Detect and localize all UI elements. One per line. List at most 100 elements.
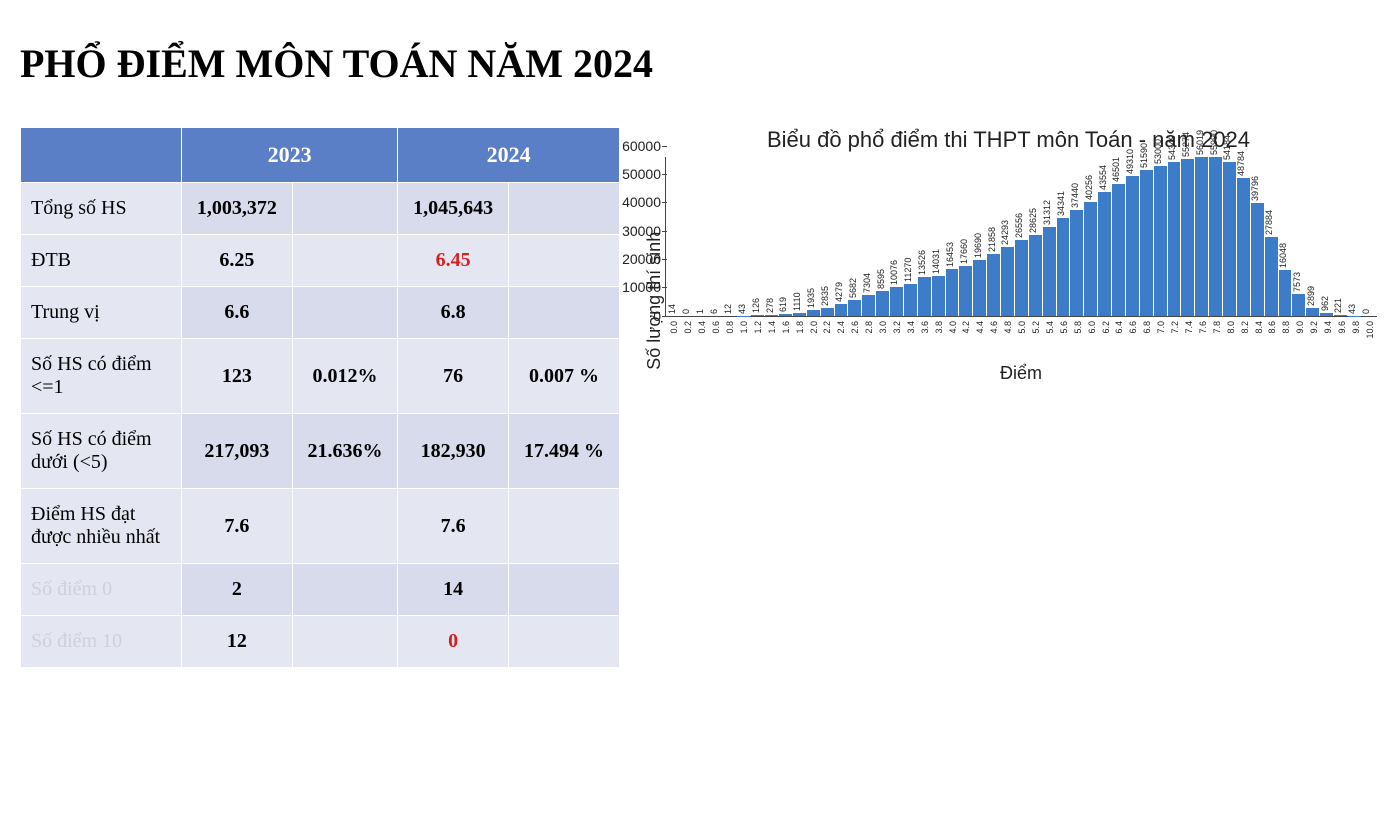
bar-rect [918, 277, 931, 315]
chart-bar: 17660 [959, 266, 972, 316]
chart-y-tick: 20000 [611, 251, 661, 267]
chart-x-tick: 4.2 [959, 317, 972, 357]
bar-value-label: 126 [751, 298, 761, 313]
bar-value-label: 56019 [1195, 130, 1205, 155]
row-label: Tổng số HS [21, 183, 182, 235]
bar-value-label: 27884 [1264, 210, 1274, 235]
chart-x-ticks: 0.00.20.40.60.81.01.21.41.61.82.02.22.42… [665, 317, 1377, 357]
table-row: Số điểm 10120 [21, 616, 620, 668]
bar-value-label: 12 [723, 304, 733, 314]
bar-value-label: 16048 [1278, 243, 1288, 268]
chart-bar: 16453 [946, 269, 959, 316]
chart-bar: 7304 [862, 295, 875, 316]
chart-bar: 48784 [1237, 178, 1250, 316]
bar-rect [1015, 240, 1028, 315]
bar-rect [1181, 159, 1194, 316]
bar-value-label: 24293 [1000, 220, 1010, 245]
bar-rect [1320, 313, 1333, 316]
bar-rect [1029, 235, 1042, 316]
chart-bar: 962 [1320, 313, 1333, 316]
bar-value-label: 54184 [1222, 135, 1232, 160]
cell [509, 287, 620, 339]
bar-rect [1098, 192, 1111, 315]
chart-bar: 31312 [1043, 227, 1056, 316]
chart-bar: 4279 [835, 304, 848, 316]
bar-value-label: 10076 [889, 260, 899, 285]
bar-rect [765, 315, 778, 316]
cell: 6.8 [398, 287, 509, 339]
bar-rect [1237, 178, 1250, 316]
table-row: Điểm HS đạt được nhiều nhất7.67.6 [21, 489, 620, 564]
bar-value-label: 43554 [1098, 165, 1108, 190]
chart-x-tick: 3.8 [931, 317, 944, 357]
bar-value-label: 40256 [1084, 175, 1094, 200]
chart-x-tick: 9.8 [1348, 317, 1361, 357]
chart-x-tick: 1.6 [778, 317, 791, 357]
cell [292, 489, 397, 564]
chart-x-tick: 4.6 [987, 317, 1000, 357]
cell [509, 564, 620, 616]
bar-rect [1043, 227, 1056, 316]
bar-rect [1251, 203, 1264, 316]
bar-value-label: 51590 [1139, 143, 1149, 168]
chart-x-tick: 1.0 [737, 317, 750, 357]
bar-value-label: 37440 [1070, 183, 1080, 208]
bar-value-label: 0 [681, 309, 691, 314]
bar-rect [1070, 210, 1083, 316]
bar-value-label: 21858 [987, 227, 997, 252]
cell: 123 [182, 339, 293, 414]
chart-x-tick: 6.8 [1140, 317, 1153, 357]
chart-x-tick: 0.6 [709, 317, 722, 357]
bar-value-label: 14 [667, 304, 677, 314]
cell: 217,093 [182, 414, 293, 489]
bar-rect [973, 260, 986, 316]
chart-x-tick: 5.4 [1042, 317, 1055, 357]
bar-value-label: 7304 [862, 273, 872, 293]
content-layout: 2023 2024 Tổng số HS1,003,3721,045,643ĐT… [20, 127, 1377, 668]
chart-x-tick: 8.0 [1223, 317, 1236, 357]
chart-x-tick: 1.4 [764, 317, 777, 357]
cell: 2 [182, 564, 293, 616]
bar-value-label: 31312 [1042, 200, 1052, 225]
chart-bar: 55274 [1181, 159, 1194, 316]
cell [292, 183, 397, 235]
chart-x-tick: 2.2 [820, 317, 833, 357]
chart-x-tick: 2.6 [848, 317, 861, 357]
chart-x-tick: 6.0 [1084, 317, 1097, 357]
chart-x-tick: 6.4 [1112, 317, 1125, 357]
chart-bar: 278 [765, 315, 778, 316]
chart-x-tick: 9.0 [1293, 317, 1306, 357]
bar-value-label: 221 [1333, 298, 1343, 313]
chart-x-tick: 5.2 [1029, 317, 1042, 357]
table-row: Trung vị6.66.8 [21, 287, 620, 339]
cell: 7.6 [182, 489, 293, 564]
chart-y-tick: 30000 [611, 223, 661, 239]
chart-bar: 53000 [1154, 166, 1167, 316]
table-corner [21, 128, 182, 183]
col-header-2023: 2023 [182, 128, 398, 183]
cell: 17.494 % [509, 414, 620, 489]
bar-value-label: 55990 [1209, 130, 1219, 155]
bar-value-label: 1110 [792, 292, 802, 311]
chart-bar: 1110 [793, 313, 806, 316]
bar-value-label: 17660 [959, 239, 969, 264]
chart-y-tick: 50000 [611, 166, 661, 182]
chart-bar: 46501 [1112, 184, 1125, 316]
bar-rect [946, 269, 959, 316]
chart-x-tick: 9.6 [1335, 317, 1348, 357]
cell [292, 287, 397, 339]
chart-bar: 2835 [821, 308, 834, 316]
chart-x-tick: 5.6 [1056, 317, 1069, 357]
bar-value-label: 11270 [903, 257, 913, 281]
row-label: ĐTB [21, 235, 182, 287]
row-label: Số HS có điểm dưới (<5) [21, 414, 182, 489]
chart-x-tick: 8.6 [1265, 317, 1278, 357]
chart-bar: 8595 [876, 291, 889, 315]
cell [509, 489, 620, 564]
chart-bar: 56019 [1195, 157, 1208, 316]
bar-value-label: 6 [709, 309, 719, 314]
stats-table: 2023 2024 Tổng số HS1,003,3721,045,643ĐT… [20, 127, 620, 668]
chart-x-tick: 7.4 [1182, 317, 1195, 357]
bar-value-label: 54349 [1167, 135, 1177, 160]
bar-rect [862, 295, 875, 316]
